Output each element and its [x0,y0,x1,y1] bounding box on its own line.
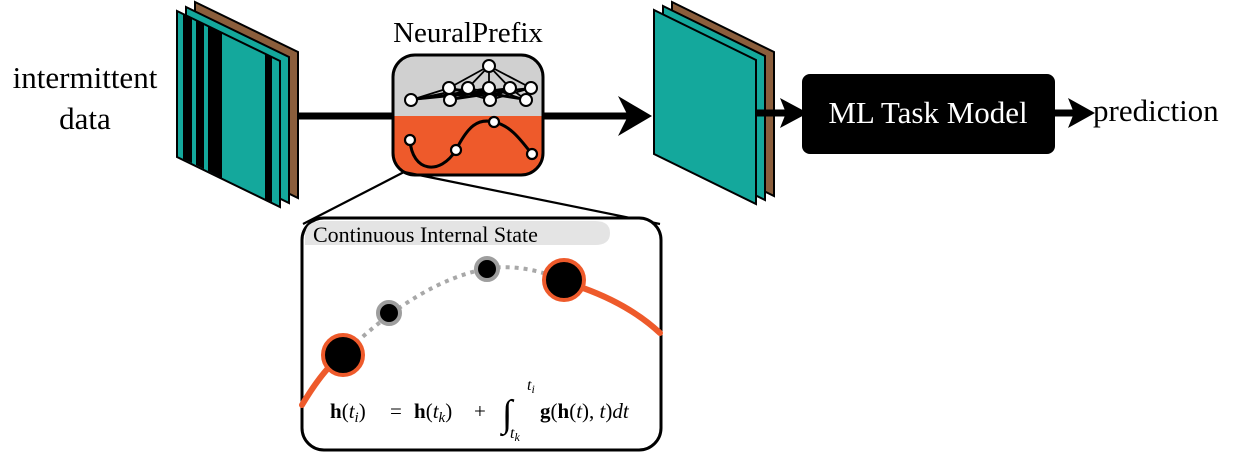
integral-upper-limit: ti [527,377,535,396]
integral-sign: ∫ [500,393,515,437]
network-node [443,93,457,107]
flow-arrowhead-1 [618,96,652,136]
observed-trajectory-end [580,285,663,336]
network-node [482,81,496,95]
gap-stripe-3 [208,26,222,178]
continuous-state-inset: Continuous Internal State h(ti) = h(tk) … [299,216,663,452]
network-node [519,93,533,107]
equation-equals: = [390,399,402,423]
gap-stripe-2 [196,20,204,169]
zoom-line-right [403,170,661,226]
gap-stripe-1 [183,14,192,163]
network-node [483,93,497,107]
ode-point [449,143,463,157]
prefix-ode-curve [408,119,534,169]
latent-state-point [376,300,402,326]
input-label-line2: data [59,101,111,136]
network-nodes [404,59,538,107]
ml-task-model-box [802,74,1055,154]
observed-state-point [542,258,586,302]
gap-stripe-4 [265,54,272,202]
integral-lower-limit: tk [510,425,520,444]
input-data-stack [176,0,299,209]
network-node [461,81,475,95]
equation-plus: + [474,399,486,423]
network-node [442,81,456,95]
inset-title: Continuous Internal State [313,222,538,247]
observed-state-point [321,333,365,377]
network-node [404,93,418,107]
ml-task-model-label: ML Task Model [828,95,1027,130]
output-front-layer [653,8,757,206]
zoom-line-left [302,171,405,225]
equation-lhs: h(ti) [330,399,366,426]
input-label-line1: intermittent [13,60,158,95]
network-node [503,81,517,95]
ode-point [487,115,501,129]
prefix-ode-region [393,116,543,175]
latent-state-point [474,256,500,282]
ode-point [525,147,539,161]
output-data-stack [653,0,775,206]
hidden-trajectory [341,265,564,357]
network-node [524,81,538,95]
prediction-label: prediction [1093,93,1219,128]
task-input-arrowhead [780,98,808,128]
ode-equation: h(ti) = h(tk) + ∫ ti tk g(h(t), t)dt [330,377,630,444]
equation-rhs-term: h(tk) [414,399,452,426]
prefix-box-border [391,53,545,177]
output-arrowhead [1068,98,1095,128]
prefix-title: NeuralPrefix [393,17,543,49]
inset-title-tab [305,221,610,245]
network-node [482,59,496,73]
neural-prefix-box [391,53,545,177]
equation-integrand: g(h(t), t)dt [540,399,630,423]
ode-point [403,133,417,147]
